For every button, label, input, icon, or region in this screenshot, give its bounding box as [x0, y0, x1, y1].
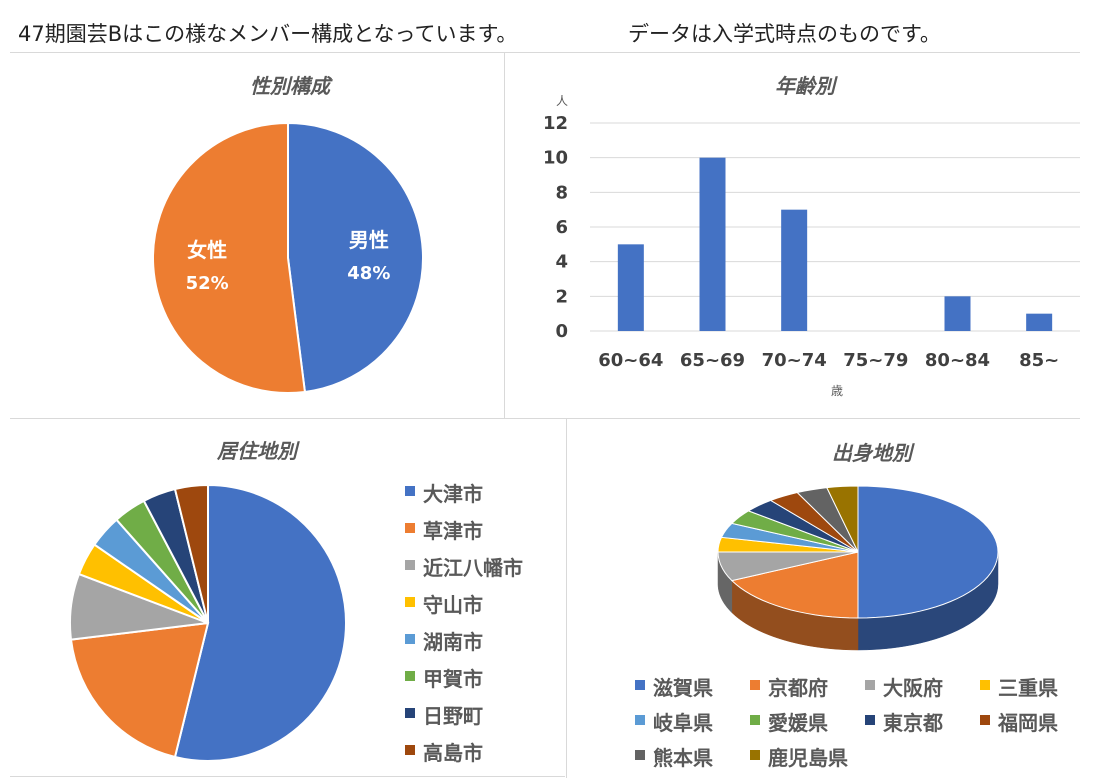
legend-label: 日野町 [423, 704, 483, 728]
legend-label: 大阪府 [883, 676, 943, 700]
residence-pie-chart [69, 483, 347, 762]
age-bar-3 [781, 209, 808, 331]
legend-label: 滋賀県 [653, 676, 713, 700]
birthplace-slice-2 [730, 551, 859, 619]
age-y-tick-label: 6 [555, 217, 568, 238]
legend-swatch [865, 680, 875, 690]
age-bar-2 [699, 157, 726, 331]
age-y-tick-label: 0 [555, 321, 568, 342]
legend-label: 甲賀市 [423, 667, 483, 691]
legend-label: 近江八幡市 [423, 556, 523, 580]
age-x-tick-label-2: 65~69 [680, 350, 745, 371]
residence-slice-2 [69, 621, 210, 759]
gender-pie-chart: 男性 48% 女性 52% [152, 121, 424, 394]
gender-percent-1: 48% [347, 263, 390, 284]
gender-percent-2: 52% [186, 273, 229, 294]
birthplace-slice-3 [717, 551, 859, 582]
gender-chart-title: 性別構成 [250, 74, 330, 98]
birthplace-slice-1 [857, 485, 999, 619]
legend-label: 東京都 [883, 711, 943, 735]
header-right-text: データは入学式時点のものです。 [628, 22, 941, 46]
legend-label: 熊本県 [653, 746, 713, 770]
legend-swatch [405, 708, 415, 718]
age-x-axis-title: 歳 [831, 384, 843, 398]
age-bar-6 [1026, 313, 1053, 331]
birthplace-slice-10 [826, 485, 859, 553]
legend-label: 岐阜県 [653, 711, 713, 735]
residence-chart-title: 居住地別 [217, 439, 297, 463]
legend-swatch [405, 560, 415, 570]
legend-swatch [750, 750, 760, 760]
age-x-tick-label-3: 70~74 [762, 350, 827, 371]
gender-slice-1 [287, 121, 424, 394]
legend-swatch [750, 680, 760, 690]
age-y-tick-label: 12 [543, 113, 568, 134]
divider-top [10, 52, 1080, 53]
age-y-tick-label: 8 [555, 182, 568, 203]
divider-upper-vertical [504, 52, 505, 418]
age-x-tick-label-6: 85~ [1019, 350, 1059, 371]
legend-label: 高島市 [423, 741, 483, 765]
header-left-text: 47期園芸Bはこの様なメンバー構成となっています。 [18, 22, 518, 46]
legend-swatch [635, 715, 645, 725]
legend-label: 福岡県 [998, 711, 1058, 735]
residence-slice-8 [173, 483, 209, 624]
legend-label: 三重県 [998, 676, 1058, 700]
birthplace-3d-pie-chart [717, 485, 999, 651]
legend-swatch [405, 523, 415, 533]
legend-label: 大津市 [423, 482, 483, 506]
age-bar-1 [617, 244, 644, 331]
gender-label-2: 女性 [187, 238, 227, 262]
legend-swatch [405, 671, 415, 681]
legend-swatch [635, 750, 645, 760]
legend-swatch [980, 680, 990, 690]
gender-label-1: 男性 [349, 228, 389, 252]
birthplace-chart-title: 出身地別 [832, 441, 912, 465]
age-bar-chart: 0 2 4 6 8 10 12 人 60~64 65~69 70~74 75~79 80~84 85~ 歳 [543, 94, 1080, 398]
age-y-tick-label: 10 [543, 148, 568, 169]
age-x-tick-label-1: 60~64 [598, 350, 663, 371]
age-y-axis-title: 人 [556, 94, 568, 108]
legend-swatch [980, 715, 990, 725]
legend-label: 湖南市 [423, 630, 483, 654]
divider-bottom [10, 776, 565, 777]
legend-label: 草津市 [423, 519, 483, 543]
legend-label: 京都府 [768, 676, 828, 700]
legend-label: 鹿児島県 [768, 746, 848, 770]
legend-label: 愛媛県 [768, 711, 828, 735]
legend-label: 守山市 [423, 593, 483, 617]
legend-swatch [405, 597, 415, 607]
legend-swatch [865, 715, 875, 725]
birthplace-legend: 滋賀県 京都府 大阪府 三重県岐阜県 愛媛県 東京都 福岡県熊本県 鹿児島県 [635, 672, 1095, 772]
header: 47期園芸Bはこの様なメンバー構成となっています。 データは入学式時点のものです… [0, 14, 1111, 50]
age-y-tick-label: 2 [555, 286, 568, 307]
divider-lower-vertical [566, 418, 567, 778]
divider-middle [10, 418, 1080, 419]
legend-swatch [405, 745, 415, 755]
residence-slice-1 [173, 483, 347, 762]
age-x-tick-label-4: 75~79 [843, 350, 908, 371]
legend-swatch [635, 680, 645, 690]
age-bar-5 [944, 296, 971, 331]
age-chart-title: 年齢別 [775, 74, 835, 98]
legend-swatch [750, 715, 760, 725]
legend-swatch [405, 486, 415, 496]
legend-swatch [405, 634, 415, 644]
age-x-tick-label-5: 80~84 [925, 350, 990, 371]
residence-legend: 大津市草津市近江八幡市守山市湖南市甲賀市日野町高島市 [405, 478, 565, 768]
age-y-tick-label: 4 [555, 252, 568, 273]
gender-slice-2 [152, 121, 307, 394]
